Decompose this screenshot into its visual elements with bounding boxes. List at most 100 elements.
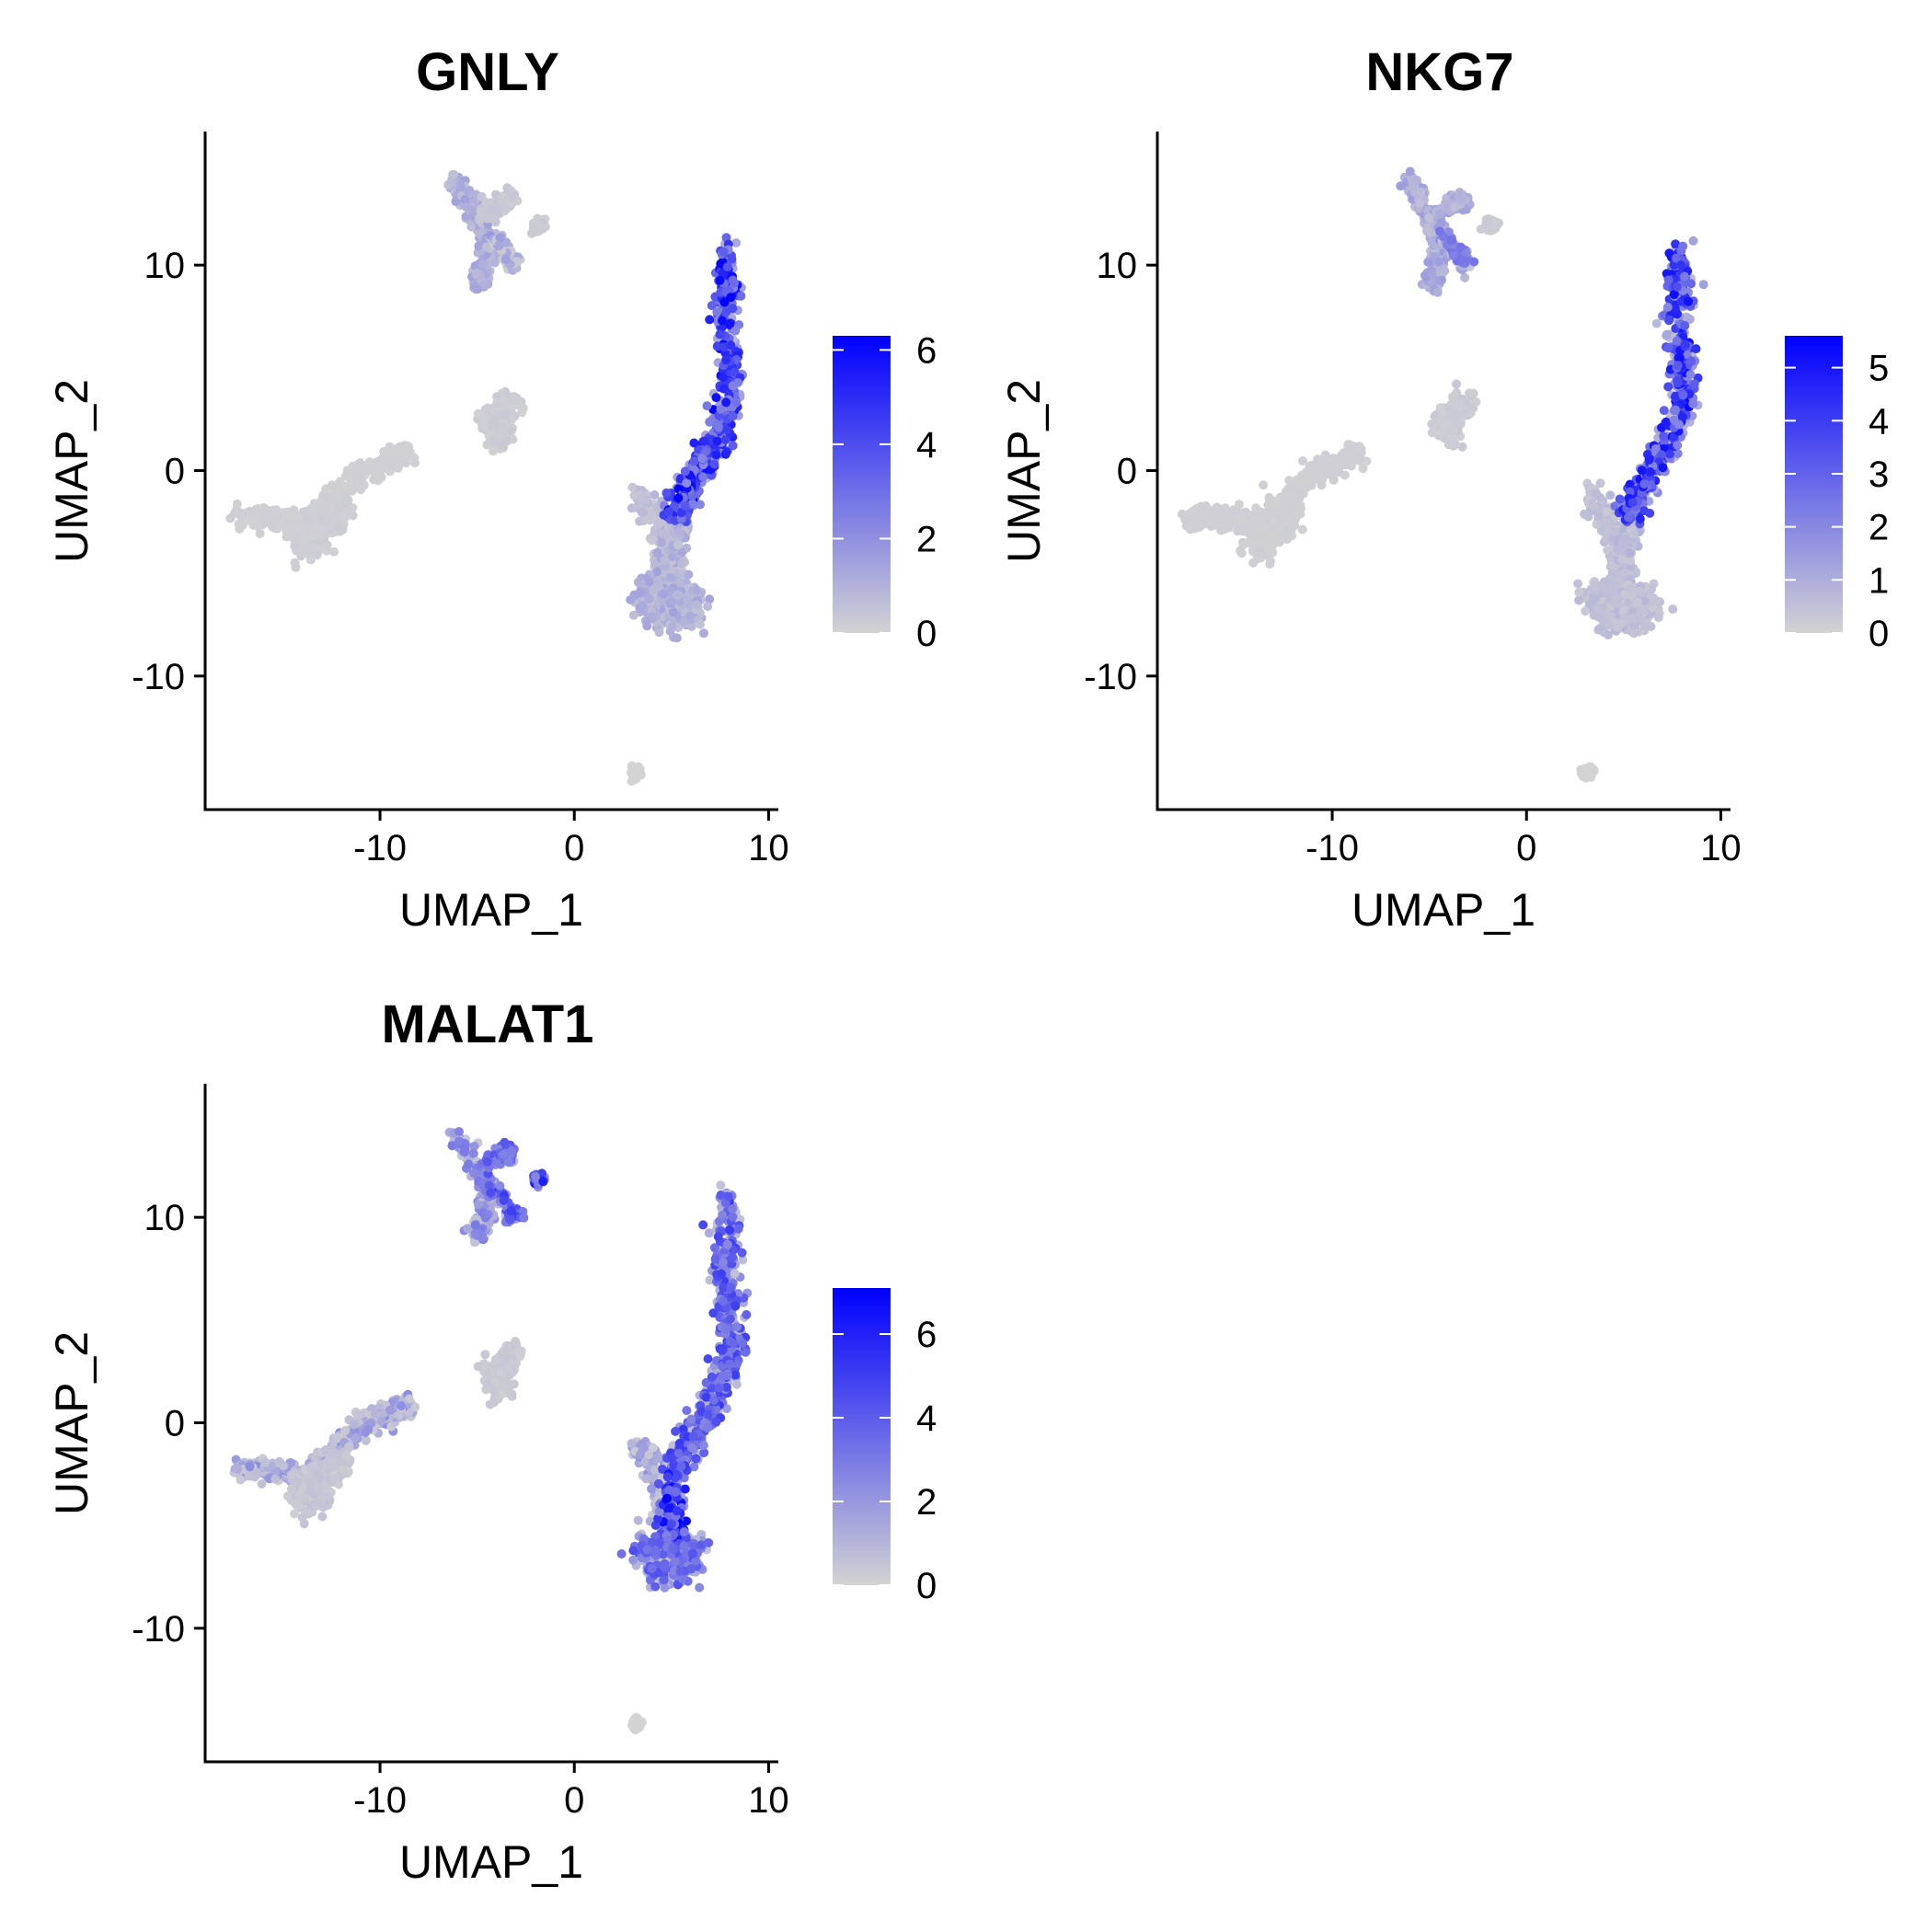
cell-point-left-arm: [272, 512, 282, 522]
cell-point-right-upper: [714, 422, 724, 432]
cell-point-left-blob: [343, 506, 353, 516]
cell-point-left-blob: [1255, 546, 1265, 555]
cell-point-left-arm: [1230, 507, 1240, 517]
cell-point-right-upper: [711, 450, 721, 460]
cell-point-right-base: [638, 601, 648, 611]
cell-point-left-arm: [1297, 470, 1306, 480]
cell-point-right-upper: [661, 488, 672, 498]
cell-point-bottom-dot: [627, 776, 637, 787]
cell-point-left-blob: [1236, 548, 1247, 558]
cell-point-mid-blob: [500, 401, 511, 411]
cell-point-right-band: [1606, 519, 1616, 529]
cell-point-left-arm: [255, 529, 265, 538]
cell-point-mid-blob: [492, 392, 502, 402]
cell-point-left-arm: [353, 459, 363, 469]
points-layer: [1177, 167, 1708, 783]
cell-point-left-arm: [381, 453, 391, 463]
cell-point-right-upper: [663, 507, 673, 517]
cell-point-mid-blob: [501, 436, 512, 446]
cell-point-mid-blob: [489, 406, 500, 416]
cell-point-left-arm: [1259, 480, 1269, 490]
cell-point-right-base: [636, 588, 646, 598]
cell-point-left-blob: [296, 548, 306, 558]
cell-point-right-stem: [1608, 561, 1618, 571]
cell-point-top-arm-1: [1433, 257, 1443, 267]
cell-point-right-upper: [726, 293, 736, 303]
cell-point-left-arm: [1293, 478, 1303, 489]
y-tick-label: 10: [144, 246, 186, 286]
cell-point-mid-blob: [480, 413, 490, 423]
cell-point-left-arm: [1339, 448, 1349, 458]
cell-point-right-base: [667, 622, 677, 632]
cell-point-right-stem: [657, 537, 666, 547]
cell-point-right-upper: [722, 262, 732, 272]
x-axis-label: UMAP_1: [399, 884, 583, 936]
cell-point-left-arm: [1362, 456, 1372, 466]
cell-point-left-blob: [312, 550, 322, 560]
cell-point-left-arm: [1314, 475, 1324, 485]
cell-point-left-blob: [1286, 499, 1296, 509]
cell-point-top-dot: [534, 220, 544, 230]
cell-point-left-arm: [373, 473, 383, 483]
cell-point-left-blob: [1259, 526, 1269, 535]
cell-point-right-stem: [668, 552, 677, 562]
cell-point-top-arm-1: [489, 258, 500, 268]
cell-point-left-arm: [1308, 460, 1318, 470]
cell-point-mid-blob: [489, 416, 499, 426]
cell-point-left-arm: [1185, 524, 1195, 535]
cell-point-right-base: [685, 611, 696, 621]
cell-point-top-arm-2: [475, 215, 485, 225]
cell-point-right-band: [650, 490, 660, 500]
cell-point-left-arm: [333, 486, 343, 496]
cell-point-right-base: [649, 584, 659, 594]
cell-point-mid-blob: [500, 409, 511, 420]
cell-point-left-arm: [1191, 514, 1202, 524]
cell-point-top-arm-2: [1435, 208, 1445, 218]
cell-point-left-arm: [1231, 519, 1241, 529]
cell-point-mid-blob: [479, 420, 489, 431]
cell-point-right-base: [659, 589, 669, 599]
cell-point-left-blob: [329, 546, 339, 557]
cell-point-left-arm: [1219, 524, 1229, 535]
cell-point-right-upper: [716, 259, 726, 269]
cell-point-top-arm-1: [1423, 223, 1433, 233]
cell-point-mid-blob: [1443, 419, 1453, 429]
cell-point-right-stem: [1628, 529, 1639, 538]
cell-point-left-blob: [340, 495, 351, 505]
cell-point-right-band: [638, 507, 649, 517]
cell-point-right-upper: [719, 373, 729, 383]
cell-point-right-upper: [725, 320, 735, 329]
cell-point-left-blob: [290, 541, 300, 551]
cell-point-right-upper: [722, 425, 732, 435]
cell-point-left-blob: [306, 543, 316, 553]
cell-point-left-arm: [1296, 487, 1306, 497]
cell-point-right-upper: [1688, 236, 1698, 246]
cell-point-right-upper: [1651, 318, 1662, 328]
cell-point-left-arm: [263, 505, 272, 515]
cell-point-right-band: [642, 514, 652, 524]
cell-point-right-upper: [705, 315, 715, 325]
cell-point-right-upper: [1662, 329, 1673, 339]
cell-point-left-blob: [322, 546, 332, 556]
cell-point-right-upper: [721, 355, 731, 365]
cell-point-right-upper: [719, 384, 729, 394]
cell-point-left-blob: [291, 562, 301, 572]
y-tick-label: 0: [165, 452, 185, 492]
cell-point-right-stem: [1610, 527, 1620, 536]
cell-point-left-blob: [1290, 521, 1300, 531]
cell-point-right-upper: [673, 493, 684, 503]
cell-point-mid-blob: [1427, 428, 1437, 438]
cell-point-left-arm: [253, 522, 263, 531]
cell-point-right-upper: [687, 499, 697, 509]
cell-point-right-band: [1593, 512, 1604, 522]
cell-point-right-upper: [707, 301, 717, 311]
cell-point-right-stem: [658, 529, 668, 539]
cell-point-right-upper: [696, 500, 705, 510]
cell-point-mid-blob: [509, 400, 519, 410]
cell-point-left-blob: [1248, 558, 1259, 568]
cell-point-top-arm-1: [466, 222, 477, 232]
cell-point-right-base: [652, 567, 662, 577]
cell-point-mid-blob: [1455, 398, 1465, 408]
cell-point-left-arm: [1318, 467, 1328, 477]
